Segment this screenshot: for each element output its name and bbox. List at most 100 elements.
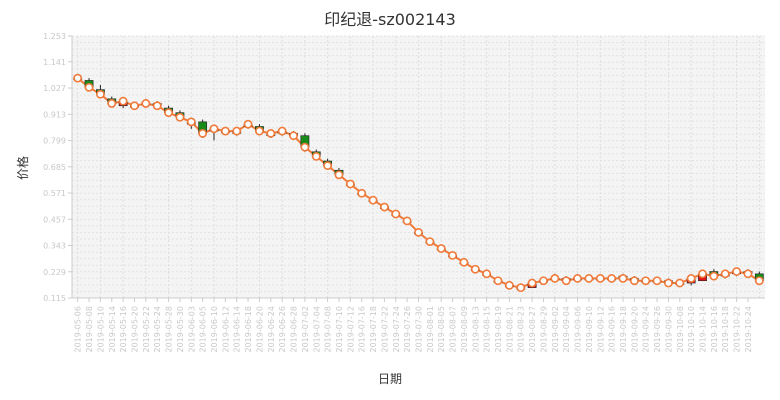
x-tick-label: 2019-08-07	[449, 306, 458, 353]
x-tick-label: 2019-06-05	[199, 306, 208, 353]
close-marker	[243, 119, 253, 129]
x-tick-label: 2019-10-08	[676, 306, 685, 353]
close-marker	[561, 276, 571, 286]
close-marker	[334, 170, 344, 180]
x-tick-label: 2019-09-04	[562, 306, 571, 353]
close-marker	[198, 128, 208, 138]
close-marker	[539, 276, 548, 286]
close-marker	[641, 276, 651, 286]
x-tick-label: 2019-09-16	[608, 306, 617, 353]
x-tick-label: 2019-07-30	[415, 306, 424, 353]
close-marker	[686, 274, 696, 283]
y-tick-label: 0.913	[43, 110, 66, 119]
x-tick-label: 2019-08-05	[437, 306, 446, 353]
close-marker	[595, 274, 605, 283]
x-tick-label: 2019-09-24	[642, 306, 651, 353]
x-tick-label: 2019-05-06	[74, 306, 83, 353]
close-marker	[368, 195, 378, 205]
close-marker	[675, 278, 685, 288]
x-tick-label: 2019-06-03	[187, 306, 196, 353]
close-marker	[107, 99, 117, 108]
close-marker	[482, 269, 492, 279]
close-marker	[73, 73, 83, 83]
x-tick-label: 2019-07-18	[369, 306, 378, 353]
close-marker	[493, 276, 503, 286]
chart-title: 印纪退-sz002143	[324, 10, 456, 29]
close-marker	[550, 274, 560, 283]
x-tick-label: 2019-08-29	[539, 306, 548, 353]
x-tick-label: 2019-09-10	[585, 306, 594, 353]
x-tick-label: 2019-08-09	[460, 306, 469, 353]
x-tick-label: 2019-09-30	[664, 306, 673, 353]
close-marker	[220, 126, 230, 136]
close-marker	[277, 126, 287, 136]
close-marker	[459, 257, 469, 267]
x-tick-label: 2019-07-08	[324, 306, 333, 353]
close-marker	[664, 278, 673, 288]
y-tick-label: 0.685	[43, 163, 66, 172]
x-tick-label: 2019-07-22	[380, 306, 389, 353]
close-marker	[141, 99, 151, 108]
x-tick-label: 2019-08-13	[471, 306, 480, 353]
close-marker	[516, 283, 526, 293]
close-marker	[584, 274, 594, 283]
x-tick-label: 2019-07-10	[335, 306, 344, 353]
x-tick-label: 2019-05-30	[176, 306, 185, 353]
x-tick-label: 2019-06-24	[267, 306, 276, 353]
x-tick-label: 2019-09-02	[551, 306, 560, 353]
x-tick-label: 2019-08-21	[505, 306, 514, 353]
close-marker	[470, 264, 480, 274]
x-tick-label: 2019-05-20	[130, 306, 139, 353]
x-tick-label: 2019-05-08	[85, 306, 94, 353]
close-marker	[527, 278, 537, 288]
x-tick-label: 2019-07-12	[346, 306, 355, 353]
y-tick-label: 0.343	[43, 242, 66, 251]
close-marker	[652, 276, 662, 286]
close-marker	[425, 237, 435, 246]
x-tick-label: 2019-05-24	[153, 306, 162, 353]
x-tick-label: 2019-09-18	[619, 306, 628, 353]
close-marker	[743, 269, 753, 279]
y-tick-label: 0.571	[43, 189, 66, 198]
x-tick-label: 2019-07-02	[301, 306, 310, 353]
y-tick-label: 1.027	[43, 84, 66, 93]
y-tick-label: 0.457	[43, 215, 66, 224]
x-tick-label: 2019-08-23	[517, 306, 526, 353]
x-tick-label: 2019-07-26	[403, 306, 412, 353]
close-marker	[186, 117, 196, 127]
close-marker	[754, 276, 764, 286]
x-tick-label: 2019-07-16	[358, 306, 367, 353]
close-marker	[720, 269, 730, 279]
close-marker	[414, 227, 423, 237]
close-marker	[504, 280, 514, 290]
close-marker	[152, 101, 162, 111]
close-marker	[436, 244, 446, 253]
x-tick-label: 2019-10-10	[687, 306, 696, 353]
x-tick-label: 2019-09-20	[630, 306, 639, 353]
x-tick-label: 2019-09-12	[596, 306, 605, 353]
x-tick-label: 2019-05-28	[165, 306, 174, 353]
x-tick-label: 2019-06-18	[244, 306, 253, 353]
y-tick-label: 0.229	[43, 268, 66, 277]
close-marker	[96, 89, 105, 99]
close-marker	[391, 209, 401, 219]
x-tick-label: 2019-07-24	[392, 306, 401, 353]
close-marker	[709, 271, 719, 281]
close-marker	[573, 274, 582, 283]
close-marker	[402, 216, 412, 226]
x-tick-label: 2019-08-19	[494, 306, 503, 353]
close-marker	[300, 142, 310, 152]
close-marker	[607, 274, 617, 283]
x-tick-label: 2019-09-26	[653, 306, 662, 353]
x-tick-label: 2019-05-10	[96, 306, 105, 353]
close-marker	[629, 276, 639, 286]
close-marker	[209, 124, 219, 134]
x-tick-label: 2019-08-15	[483, 306, 492, 353]
x-tick-label: 2019-06-20	[255, 306, 264, 353]
x-tick-label: 2019-09-06	[574, 306, 583, 353]
x-tick-label: 2019-06-28	[290, 306, 299, 353]
close-marker	[323, 161, 333, 171]
y-tick-label: 0.799	[43, 137, 66, 146]
